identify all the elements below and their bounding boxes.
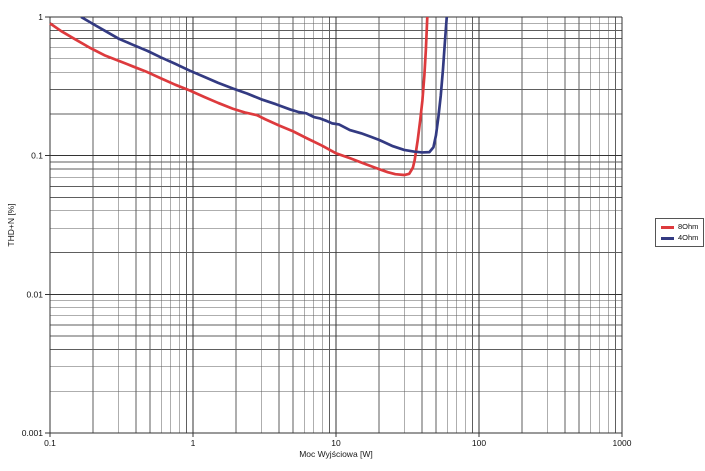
legend: 8Ohm 4Ohm xyxy=(655,218,705,247)
legend-label: 8Ohm xyxy=(678,222,699,231)
legend-item-8ohm: 8Ohm xyxy=(661,223,698,231)
legend-swatch-4ohm xyxy=(661,236,674,240)
x-axis-title: Moc Wyjściowa [W] xyxy=(299,449,373,459)
y-tick-label: 1 xyxy=(38,12,43,22)
y-axis-title: THD+N [%] xyxy=(6,203,16,247)
x-tick-label: 1000 xyxy=(613,438,632,448)
x-tick-label: 1 xyxy=(191,438,196,448)
grid-major xyxy=(49,16,623,434)
axis-ticks xyxy=(45,16,623,437)
x-tick-label: 0.1 xyxy=(44,438,56,448)
axis-tick-labels: 0.1 1 10 100 1000 1 0.1 0.01 0.001 xyxy=(22,12,632,448)
legend-swatch-8ohm xyxy=(661,225,674,229)
x-tick-label: 100 xyxy=(472,438,486,448)
x-tick-label: 10 xyxy=(331,438,341,448)
legend-label: 4Ohm xyxy=(678,233,699,242)
series-line-8ohm xyxy=(49,17,429,177)
legend-item-4ohm: 4Ohm xyxy=(661,234,698,242)
series-line-4ohm xyxy=(80,17,449,154)
y-tick-label: 0.1 xyxy=(31,151,43,161)
y-tick-label: 0.001 xyxy=(22,428,44,438)
y-tick-label: 0.01 xyxy=(26,289,43,299)
